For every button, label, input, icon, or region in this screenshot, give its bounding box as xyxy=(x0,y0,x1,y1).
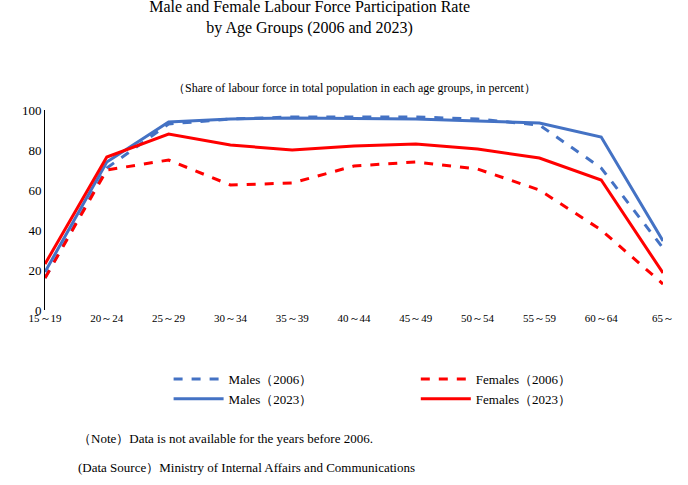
svg-text:55～59: 55～59 xyxy=(523,312,557,324)
svg-text:（Share of labour force in tota: （Share of labour force in total populati… xyxy=(173,81,536,95)
svg-text:45～49: 45～49 xyxy=(399,312,433,324)
svg-text:40: 40 xyxy=(28,223,41,238)
svg-text:60: 60 xyxy=(28,183,41,198)
svg-text:Females（2006）: Females（2006） xyxy=(476,372,571,387)
svg-text:Male and Female Labour Force P: Male and Female Labour Force Participati… xyxy=(149,0,470,37)
svg-text:30～34: 30～34 xyxy=(214,312,248,324)
svg-text:（Note）Data is not available fo: （Note）Data is not available for the year… xyxy=(78,431,373,446)
svg-text:Males（2023）: Males（2023） xyxy=(229,392,313,407)
svg-text:20: 20 xyxy=(28,263,41,278)
svg-text:Females（2023）: Females（2023） xyxy=(476,392,571,407)
svg-text:35～39: 35～39 xyxy=(276,312,310,324)
svg-text:20～24: 20～24 xyxy=(90,312,124,324)
svg-text:40～44: 40～44 xyxy=(338,312,372,324)
svg-text:Males（2006）: Males（2006） xyxy=(229,372,313,387)
svg-text:0: 0 xyxy=(35,303,42,318)
svg-text:25～29: 25～29 xyxy=(152,312,186,324)
svg-text:80: 80 xyxy=(28,143,41,158)
svg-text:15～19: 15～19 xyxy=(29,312,63,324)
svg-text:60～64: 60～64 xyxy=(585,312,619,324)
svg-text:100: 100 xyxy=(22,103,42,118)
svg-text:50～54: 50～54 xyxy=(461,312,495,324)
svg-text:65～: 65～ xyxy=(652,312,674,324)
svg-text:(Data Source）Ministry of Inter: (Data Source）Ministry of Internal Affair… xyxy=(78,460,415,475)
